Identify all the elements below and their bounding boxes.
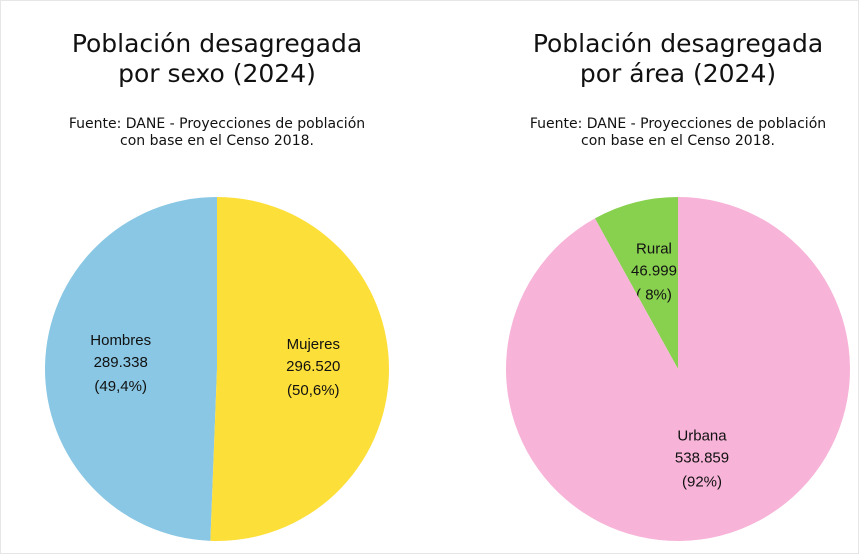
slice-value: 289.338 <box>94 354 148 371</box>
pie-slice <box>506 197 850 541</box>
chart-title: Población desagregada <box>533 29 823 58</box>
slice-value: 296.520 <box>286 358 340 375</box>
slice-percent: (49,4%) <box>94 378 147 395</box>
pie-slice <box>594 197 678 369</box>
slice-percent: (50,6%) <box>287 382 340 399</box>
slice-label: Urbana <box>677 427 727 444</box>
slice-label: Hombres <box>90 332 151 349</box>
chart-subtitle: con base en el Censo 2018. <box>120 133 314 149</box>
pie-slice <box>45 197 217 541</box>
pie-slice <box>210 197 390 541</box>
slice-percent: ( 8%) <box>636 287 672 304</box>
slice-value: 538.859 <box>675 449 729 466</box>
chart-subtitle: Fuente: DANE - Proyecciones de población <box>530 116 826 132</box>
chart-subtitle: con base en el Censo 2018. <box>581 133 775 149</box>
chart-title: por área (2024) <box>580 59 776 88</box>
chart-subtitle: Fuente: DANE - Proyecciones de población <box>69 116 365 132</box>
slice-label: Mujeres <box>287 336 340 353</box>
slice-label: Rural <box>636 241 672 258</box>
slice-value: 46.999 <box>631 263 677 280</box>
chart-title: por sexo (2024) <box>118 59 316 88</box>
chart-title: Población desagregada <box>72 29 362 58</box>
slice-percent: (92%) <box>682 473 722 490</box>
